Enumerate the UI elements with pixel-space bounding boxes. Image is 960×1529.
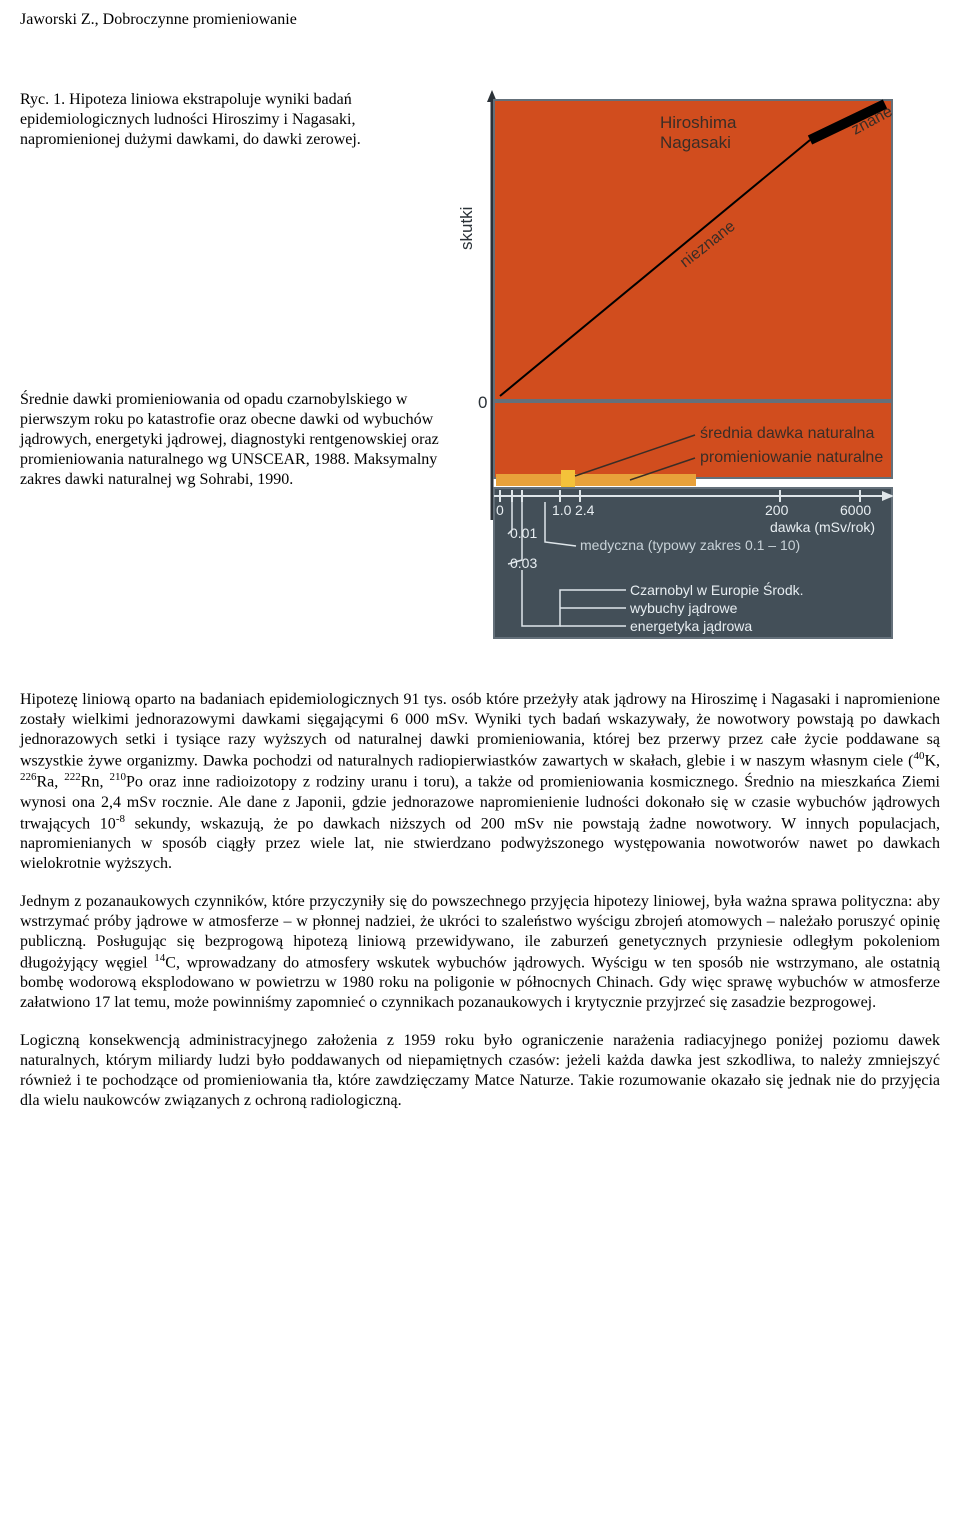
p1-ra: Ra, <box>37 774 65 791</box>
sup-14: 14 <box>154 952 165 964</box>
x-axis-sublabel: dawka (mSv/rok) <box>770 519 875 535</box>
label-mean-natural: średnia dawka naturalna <box>700 425 874 442</box>
sup-222: 222 <box>64 771 81 783</box>
figure-row: Ryc. 1. Hipoteza liniowa ekstrapoluje wy… <box>20 90 940 650</box>
label-nagasaki: Nagasaki <box>660 133 731 152</box>
label-hiroshima: Hiroshima <box>660 113 737 132</box>
sup-40: 40 <box>913 750 924 762</box>
lnt-chart: skutki Hiroshima Nagasaki znane nieznane… <box>460 90 900 650</box>
xtick-label-200: 200 <box>765 502 789 518</box>
xtick-label-6000: 6000 <box>840 502 871 518</box>
paragraph-1: Hipotezę liniową oparto na badaniach epi… <box>20 690 940 874</box>
xtick-label-1: 1.0 <box>552 502 572 518</box>
sup-210: 210 <box>109 771 126 783</box>
p1-end: sekundy, wskazują, że po dawkach niższyc… <box>20 815 940 872</box>
sup-226: 226 <box>20 771 37 783</box>
page-header: Jaworski Z., Dobroczynne promieniowanie <box>20 10 940 30</box>
p1-k: K, <box>924 752 940 769</box>
figure-caption-2: Średnie dawki promieniowania od opadu cz… <box>20 390 440 490</box>
paragraph-3: Logiczną konsekwencją administracyjnego … <box>20 1031 940 1111</box>
xtick-label-24: 2.4 <box>575 502 595 518</box>
annot-power: energetyka jądrowa <box>630 618 752 634</box>
p1-rn: Rn, <box>81 774 110 791</box>
annot-chernobyl: Czarnobyl w Europie Środk. <box>630 581 804 598</box>
paragraph-2: Jednym z pozanaukowych czynników, które … <box>20 892 940 1013</box>
figure-caption-1: Ryc. 1. Hipoteza liniowa ekstrapoluje wy… <box>20 90 440 150</box>
y-zero-label: 0 <box>478 393 487 412</box>
figure-column: skutki Hiroshima Nagasaki znane nieznane… <box>460 90 940 650</box>
body-text: Hipotezę liniową oparto na badaniach epi… <box>20 690 940 1111</box>
annot-medical: medyczna (typowy zakres 0.1 – 10) <box>580 537 800 553</box>
xtick-label-0: 0 <box>496 502 504 518</box>
xtick-label-001: 0.01 <box>510 525 537 541</box>
caption-column: Ryc. 1. Hipoteza liniowa ekstrapoluje wy… <box>20 90 440 490</box>
natural-range-bar <box>496 474 696 486</box>
annot-weapons: wybuchy jądrowe <box>629 600 738 616</box>
y-axis-label: skutki <box>460 207 476 250</box>
label-natural-radiation: promieniowanie naturalne <box>700 449 883 466</box>
sup-neg8: -8 <box>116 813 125 825</box>
p1-text-a: Hipotezę liniową oparto na badaniach epi… <box>20 691 940 769</box>
